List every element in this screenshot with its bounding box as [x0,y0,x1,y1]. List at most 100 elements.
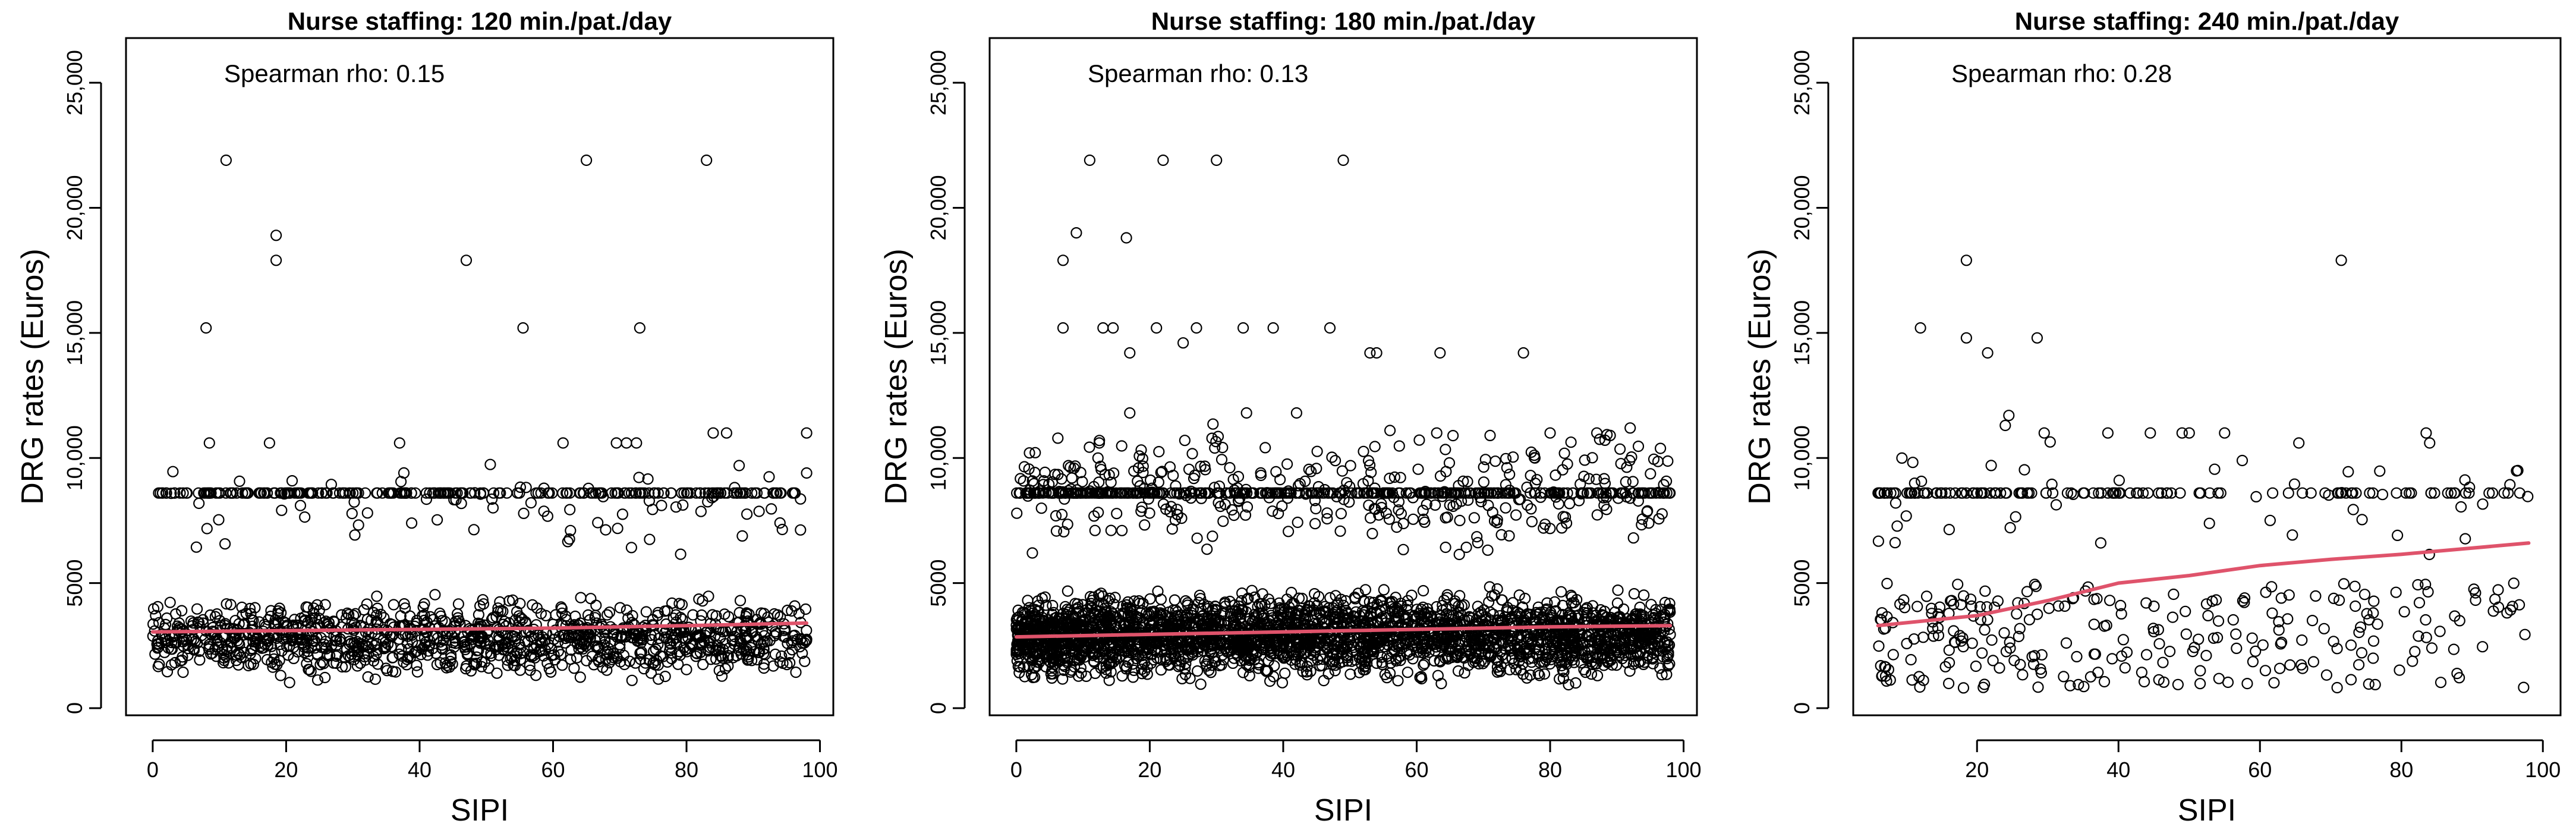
data-point [1413,434,1425,446]
data-point [707,609,719,621]
data-point [729,638,741,650]
data-point [444,655,456,668]
data-point [451,487,463,499]
data-point [582,482,594,494]
data-point [590,599,602,611]
data-point [1209,656,1221,668]
data-point [719,662,731,675]
data-point [690,487,703,499]
data-point [568,662,580,674]
data-point [408,620,421,633]
data-point [599,632,611,645]
data-point [346,616,358,628]
data-point [1440,541,1451,554]
data-point [782,604,793,617]
data-point [1155,593,1167,605]
data-point [733,460,745,472]
panel-2: Nurse staffing: 180 min./pat./day0500010… [879,7,1702,828]
data-point [493,487,505,499]
data-point [351,660,363,672]
data-point [371,487,383,499]
data-point [536,631,549,643]
data-point [1638,589,1650,601]
data-point [758,487,771,499]
data-point [477,598,490,610]
data-point [1624,665,1636,677]
data-point [720,427,733,439]
data-point [730,650,743,662]
y-tick-label: 5000 [62,560,87,607]
panel-1: Nurse staffing: 120 min./pat./day0500010… [15,7,838,828]
data-point [714,487,726,499]
data-point [460,254,473,266]
data-point [304,487,316,499]
data-point [1164,659,1176,671]
data-point [659,670,671,683]
data-point [169,487,181,499]
data-point [776,523,788,536]
data-point [648,629,661,642]
data-point [1609,606,1621,618]
data-point [393,437,405,449]
data-point [343,487,355,499]
data-point [1268,660,1280,672]
data-point [270,254,282,266]
data-point [1508,658,1520,670]
data-point [1283,526,1295,538]
data-point [555,601,567,613]
data-point [1317,653,1328,665]
data-point [1612,584,1624,596]
data-point [379,636,391,648]
data-point [713,664,725,677]
data-point [541,510,554,522]
data-point [1377,658,1388,671]
data-point [511,647,523,659]
data-point [188,633,200,645]
data-point [1217,654,1229,666]
data-point [1661,668,1673,680]
data-point [1013,667,1025,678]
data-point [795,493,807,505]
data-point [151,638,163,650]
data-point [224,623,236,635]
data-point [220,154,232,166]
data-point [776,650,788,662]
data-point [1111,508,1123,520]
data-point [1274,473,1286,486]
data-point [1330,590,1341,602]
data-point [543,663,555,675]
x-tick-label: 80 [1538,758,1562,782]
data-point [665,487,678,499]
data-point [1634,601,1646,614]
data-point [1035,502,1047,514]
data-point [786,637,798,649]
data-point [603,606,616,618]
data-point [156,487,168,499]
data-point [484,458,496,470]
data-point [635,653,647,665]
data-point [659,605,671,617]
data-point [769,648,782,661]
data-point [600,524,612,536]
data-point [1383,513,1395,525]
data-point [456,631,468,643]
data-point [319,671,331,684]
data-point [519,635,531,647]
data-point [354,657,367,670]
data-point [150,609,162,621]
data-point [643,487,655,499]
data-point [509,659,521,672]
data-point [564,487,576,499]
data-point [1201,543,1213,555]
data-point [181,487,193,499]
data-point [1386,646,1398,658]
data-point [401,637,413,649]
data-point [1412,463,1424,475]
data-point [201,523,213,535]
data-point [1500,452,1512,464]
data-point [352,487,364,499]
data-point [393,648,405,660]
data-point [191,603,203,615]
data-point [524,664,536,676]
